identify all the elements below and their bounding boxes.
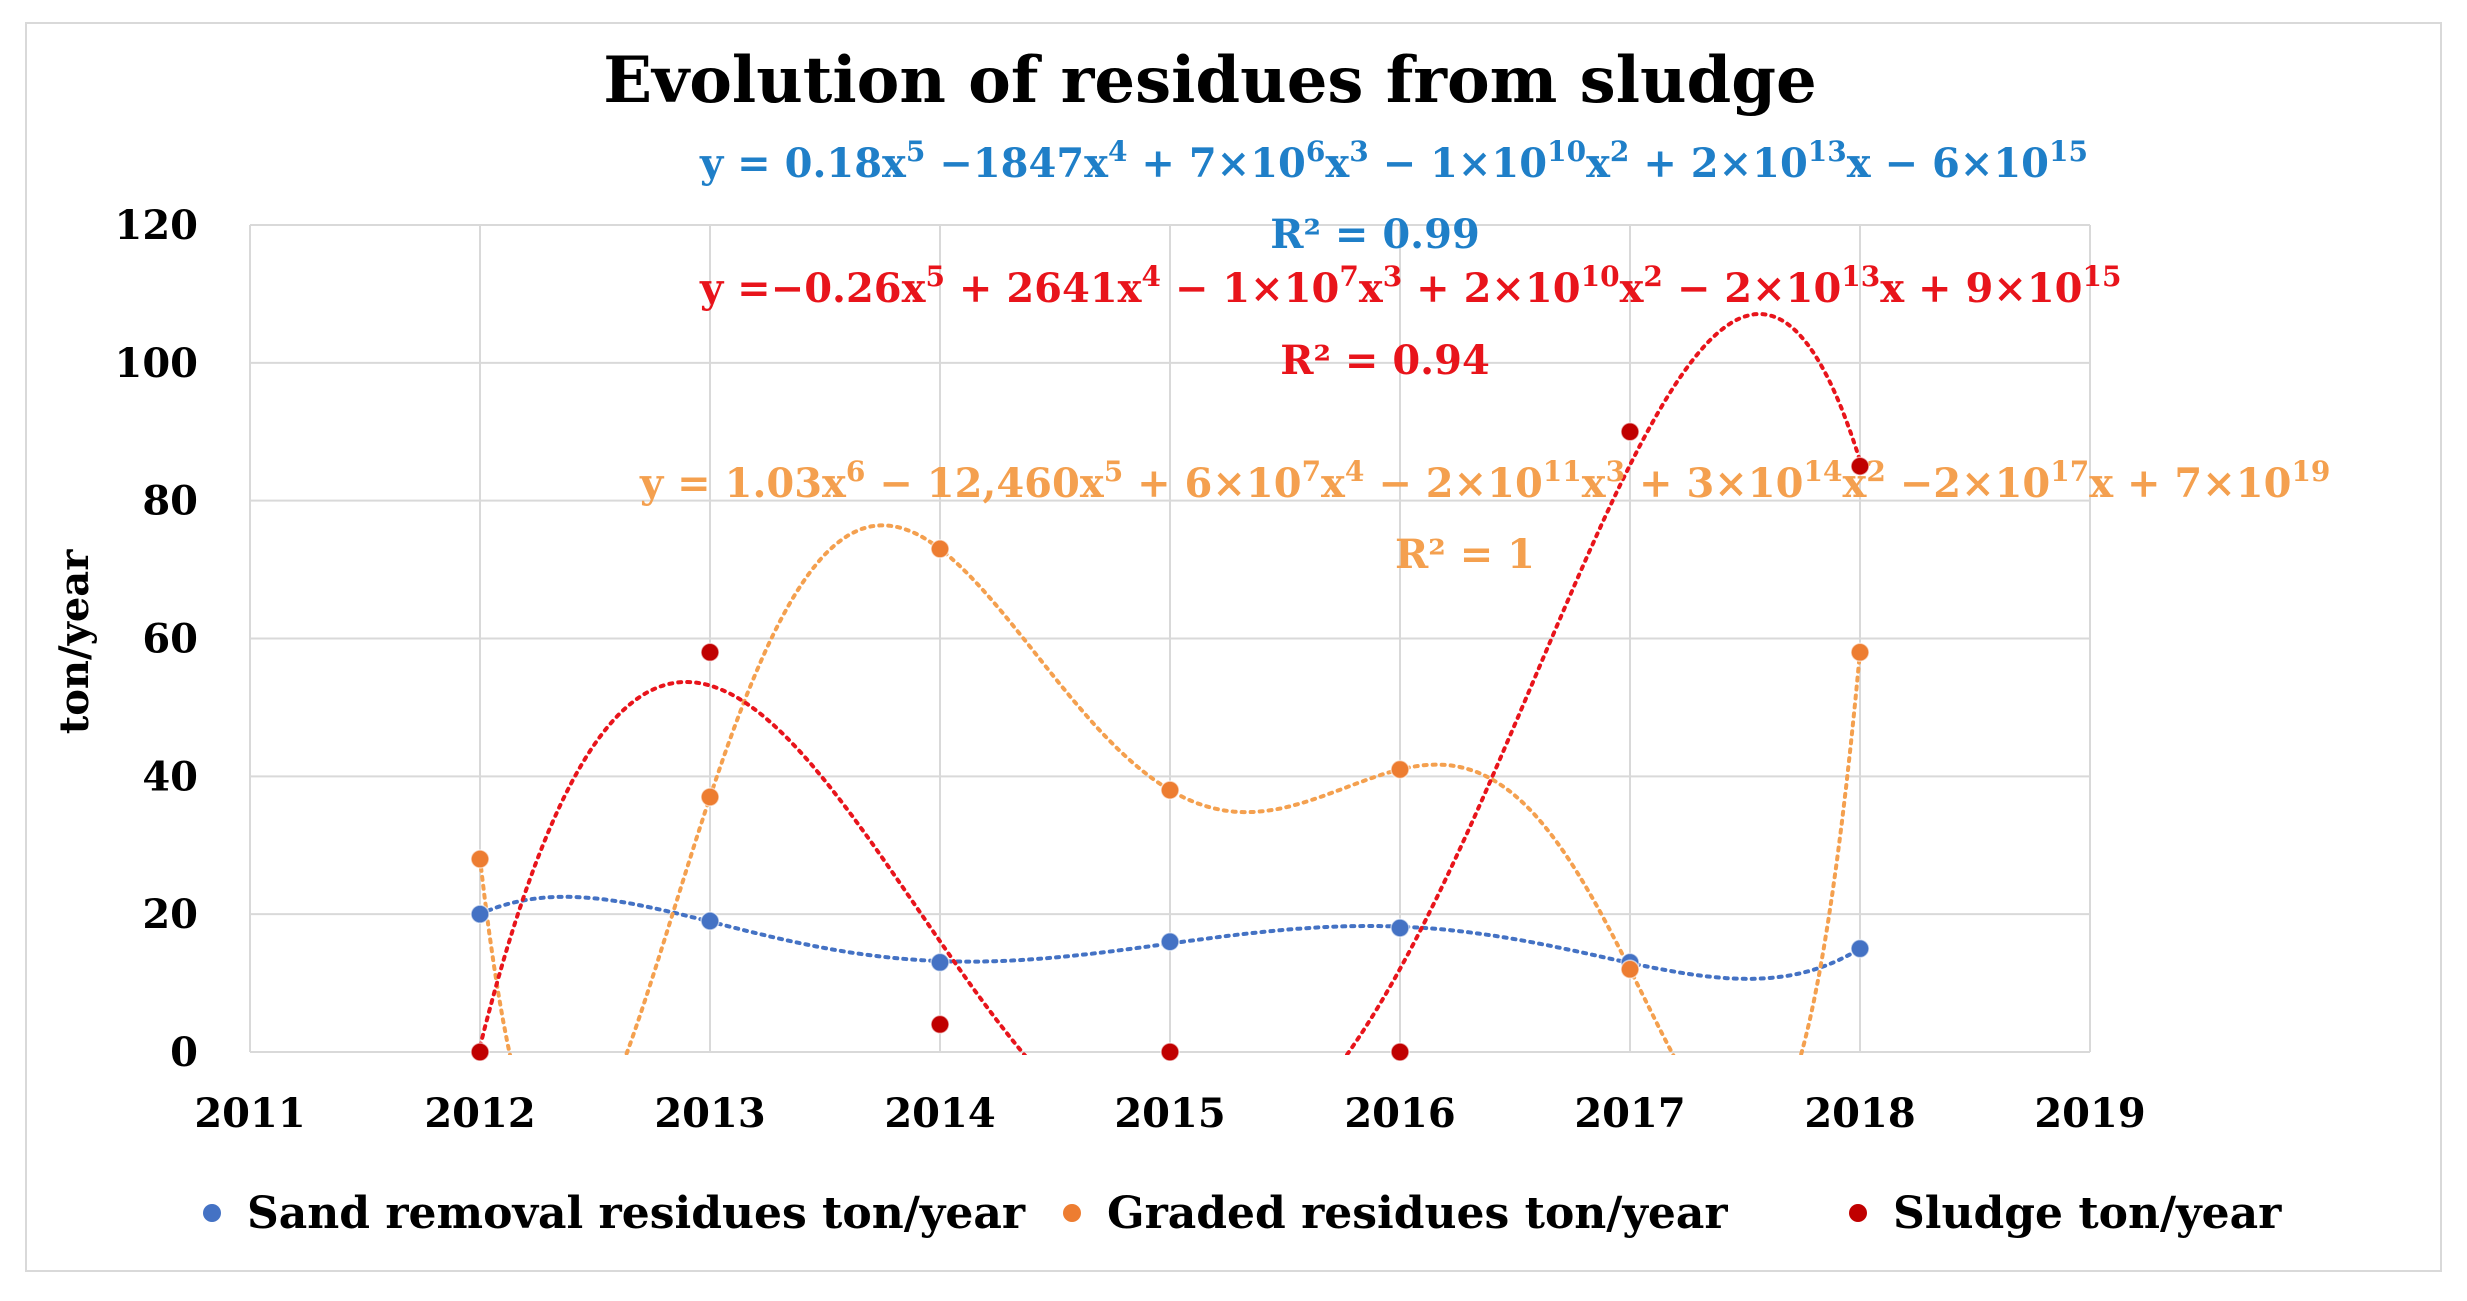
data-point-2 <box>470 1042 490 1062</box>
legend-marker-2 <box>1849 1204 1867 1222</box>
y-axis-label: ton/year <box>51 549 98 734</box>
x-tick-label: 2016 <box>1344 1090 1455 1137</box>
y-tick-label: 120 <box>115 202 199 249</box>
legend-label-0: Sand removal residues ton/year <box>247 1188 1026 1239</box>
data-point-1 <box>930 539 950 559</box>
gridlines <box>249 224 2091 1053</box>
legend-marker-0 <box>203 1204 221 1222</box>
y-tick-labels: 0 20 40 60 80 100 120 <box>115 202 199 1076</box>
data-point-2 <box>700 642 720 663</box>
data-point-1 <box>700 787 720 807</box>
x-tick-label: 2017 <box>1574 1090 1685 1137</box>
trend-equation-0: y = 0.18x5 −1847x4 + 7×106x3 − 1×1010x2 … <box>699 135 2088 187</box>
x-tick-label: 2014 <box>884 1090 995 1137</box>
data-point-1 <box>1160 780 1180 800</box>
data-point-1 <box>1620 959 1640 980</box>
data-point-1 <box>470 849 490 869</box>
legend-label-2: Sludge ton/year <box>1893 1188 2282 1239</box>
x-tick-label: 2013 <box>654 1090 765 1137</box>
data-point-0 <box>700 911 720 931</box>
legend-marker-1 <box>1063 1204 1081 1222</box>
legend-label-1: Graded residues ton/year <box>1107 1188 1728 1239</box>
data-point-1 <box>1850 642 1870 663</box>
data-point-2 <box>930 1014 950 1035</box>
data-points <box>470 422 1870 1062</box>
trend-equation-2: y =−0.26x5 + 2641x4 − 1×107x3 + 2×1010x2… <box>699 260 2121 312</box>
chart-title: Evolution of residues from sludge <box>603 43 1817 118</box>
y-tick-label: 40 <box>142 753 198 800</box>
r-squared-1: R² = 1 <box>1395 531 1535 578</box>
r-squared-2: R² = 0.94 <box>1280 337 1490 384</box>
x-tick-labels: 2011 2012 2013 2014 2015 2016 2017 2018 2019 <box>194 1090 2145 1137</box>
data-point-0 <box>1160 931 1180 952</box>
data-point-0 <box>1850 938 1870 959</box>
x-tick-label: 2012 <box>424 1090 535 1137</box>
data-point-1 <box>1390 759 1410 780</box>
x-tick-label: 2018 <box>1804 1090 1915 1137</box>
data-point-0 <box>470 904 490 924</box>
chart-frame <box>25 22 2442 1272</box>
data-point-0 <box>1390 918 1410 938</box>
legend: Sand removal residues ton/year Graded res… <box>203 1188 2282 1239</box>
r-squared-0: R² = 0.99 <box>1270 211 1480 258</box>
y-tick-label: 20 <box>142 891 198 938</box>
x-tick-label: 2011 <box>194 1090 305 1137</box>
data-point-2 <box>1160 1042 1180 1062</box>
x-tick-label: 2019 <box>2034 1090 2145 1137</box>
y-tick-label: 100 <box>115 340 199 387</box>
data-point-2 <box>1390 1042 1410 1062</box>
y-tick-label: 80 <box>142 478 198 525</box>
trend-equations: y = 0.18x5 −1847x4 + 7×106x3 − 1×1010x2 … <box>639 135 2330 578</box>
trend-equation-1: y = 1.03x6 − 12,460x5 + 6×107x4 − 2×1011… <box>639 455 2330 507</box>
data-point-2 <box>1620 422 1640 442</box>
x-tick-label: 2015 <box>1114 1090 1225 1137</box>
y-tick-label: 0 <box>170 1029 198 1076</box>
y-tick-label: 60 <box>142 616 198 663</box>
data-point-0 <box>930 952 950 973</box>
data-point-2 <box>1850 456 1870 476</box>
